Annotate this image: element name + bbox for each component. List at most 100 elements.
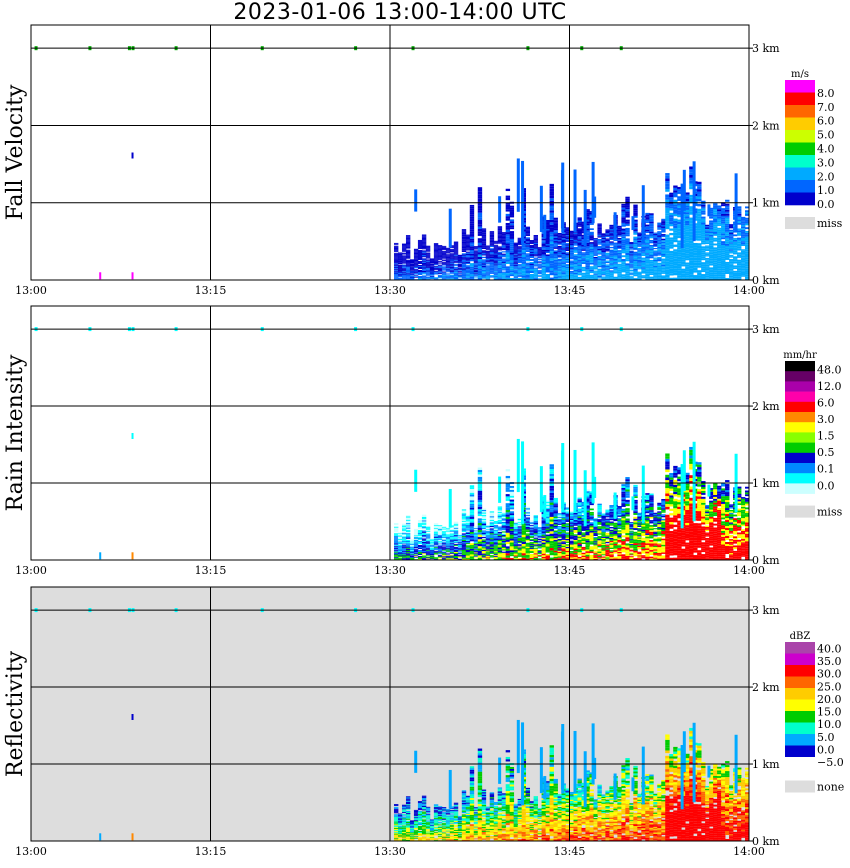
echo-cell [453, 253, 459, 255]
echo-cell [509, 205, 515, 208]
echo-cell [541, 533, 546, 535]
echo-cell [625, 227, 630, 231]
echo-cell [537, 251, 542, 252]
echo-cell [673, 211, 678, 214]
echo-cell [549, 205, 554, 208]
echo-cell [577, 251, 582, 254]
echo-cell [433, 248, 439, 250]
echo-cell [485, 535, 491, 537]
echo-cell [429, 542, 435, 544]
echo-cell [393, 242, 399, 244]
legend-label: 2.0 [817, 170, 835, 183]
echo-cell [689, 243, 694, 246]
echo-cell [409, 271, 415, 273]
echo-cell [453, 245, 459, 247]
echo-cell [465, 519, 471, 521]
echo-cell [413, 251, 419, 253]
echo-cell [621, 205, 626, 208]
echo-cell [509, 499, 515, 502]
echo-cell [453, 271, 459, 273]
echo-cell [405, 240, 411, 242]
echo-cell [481, 556, 487, 558]
echo-cell [425, 245, 431, 247]
echo-cell [745, 253, 750, 256]
echo-cell [465, 545, 471, 547]
echo-cell [525, 226, 531, 228]
echo-cell [513, 249, 519, 251]
echo-cell [533, 533, 538, 535]
echo-cell [709, 276, 714, 279]
echo-cell [717, 211, 722, 213]
echo-cell [513, 555, 519, 557]
echo-cell [681, 259, 686, 262]
echo-cell [569, 234, 574, 236]
echo-cell [553, 236, 558, 238]
echo-cell [477, 233, 483, 236]
echo-cell [409, 539, 415, 541]
echo-cell [673, 244, 678, 247]
echo-cell [613, 244, 618, 246]
echo-cell [421, 237, 427, 240]
echo-cell [553, 499, 558, 502]
echo-cell [489, 556, 495, 558]
echo-cell [565, 514, 570, 516]
echo-cell [677, 224, 682, 227]
echo-cell [513, 259, 519, 261]
echo-cell [557, 549, 562, 551]
echo-cell [525, 520, 531, 522]
echo-cell [449, 264, 455, 266]
echo-cell [413, 552, 419, 554]
echo-cell [505, 259, 511, 262]
echo-cell [501, 241, 507, 243]
echo-cell [497, 257, 503, 259]
echo-cell [485, 263, 491, 265]
echo-cell [449, 249, 455, 251]
echo-cell [405, 533, 411, 535]
echo-cell [473, 527, 479, 529]
echo-cell [509, 264, 515, 267]
echo-cell [537, 249, 542, 251]
echo-cell [685, 277, 690, 280]
echo-cell [393, 524, 399, 525]
echo-cell [437, 555, 443, 557]
echo-cell [561, 522, 566, 525]
echo-cell [513, 545, 519, 547]
echo-cell [453, 252, 459, 254]
echo-cell [445, 535, 451, 536]
echo-cell [409, 558, 415, 560]
echo-cell [457, 551, 463, 553]
echo-cell [417, 539, 423, 541]
echo-cell [549, 557, 554, 560]
echo-cell [481, 270, 487, 273]
echo-cell [421, 248, 427, 250]
echo-cell [553, 222, 558, 224]
echo-cell [433, 524, 439, 526]
echo-cell [557, 264, 562, 266]
echo-cell [709, 233, 714, 235]
echo-cell [437, 246, 443, 248]
echo-cell [433, 523, 439, 525]
echo-cell [661, 258, 666, 261]
echo-cell [413, 555, 419, 557]
echo-cell [581, 242, 586, 244]
echo-cell [409, 273, 415, 275]
echo-cell [573, 275, 578, 278]
echo-cell [689, 197, 694, 201]
echo-cell [621, 215, 626, 218]
echo-cell [557, 276, 562, 278]
echo-cell [549, 536, 554, 539]
echo-cell [517, 541, 523, 543]
echo-cell [449, 542, 455, 544]
echo-cell [573, 237, 578, 239]
echo-cell [517, 253, 523, 255]
echo-cell [397, 268, 403, 270]
echo-cell [685, 196, 690, 200]
echo-cell [465, 527, 471, 529]
echo-cell [517, 517, 523, 519]
echo-cell [561, 539, 566, 542]
echo-cell [725, 227, 730, 230]
echo-cell [397, 256, 403, 258]
echo-cell [689, 271, 694, 275]
echo-cell [565, 257, 570, 259]
echo-cell [497, 270, 503, 272]
